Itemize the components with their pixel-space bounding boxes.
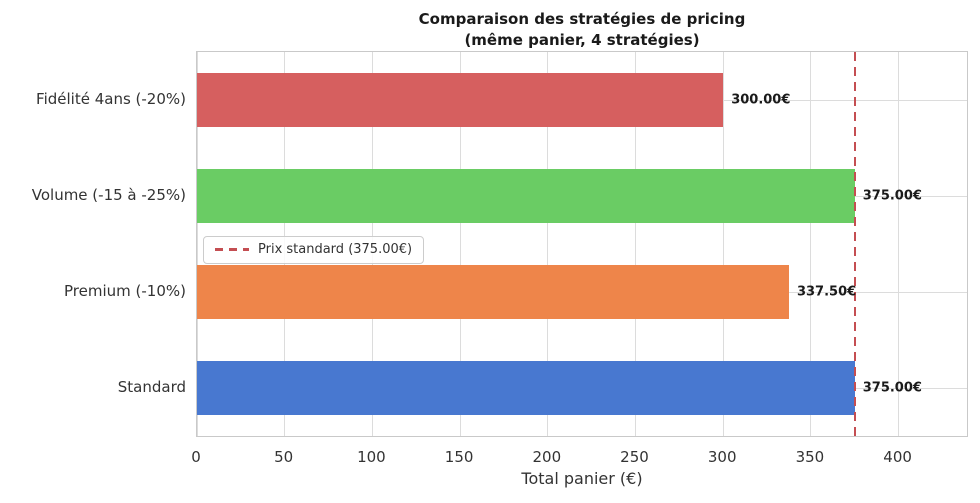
y-tick-label: Premium (-10%): [64, 282, 186, 300]
bar-value-label: 375.00€: [862, 380, 922, 396]
gridline-vertical: [722, 52, 724, 436]
x-tick-label: 150: [444, 448, 474, 466]
bar-value-label: 300.00€: [731, 92, 791, 108]
y-tick-label: Volume (-15 à -25%): [31, 186, 186, 204]
chart-title: Comparaison des stratégies de pricing (m…: [196, 9, 968, 51]
gridline-vertical: [459, 52, 461, 436]
gridline-vertical: [196, 52, 198, 436]
reference-line-prix-standard: [853, 52, 857, 436]
x-tick-label: 400: [883, 448, 912, 466]
bar-premium-10: [197, 265, 789, 319]
legend-label: Prix standard (375.00€): [258, 242, 413, 257]
chart-title-line2: (même panier, 4 stratégies): [464, 31, 700, 49]
x-tick-label: 250: [620, 448, 649, 466]
x-axis-ticks: 0 50 100 150 200 250 300 350 400: [191, 448, 968, 466]
bar-value-label: 337.50€: [796, 284, 857, 300]
gridline-vertical: [810, 52, 812, 436]
bar-volume-15-25: [197, 169, 855, 223]
dashed-reference-line-icon: [215, 248, 249, 251]
x-axis-label: Total panier (€): [521, 469, 643, 488]
y-tick-label: Fidélité 4ans (-20%): [36, 90, 186, 108]
legend: Prix standard (375.00€): [203, 236, 425, 264]
chart-title-line1: Comparaison des stratégies de pricing: [418, 10, 746, 28]
x-tick-label: 0: [191, 448, 201, 466]
gridline-vertical: [634, 52, 636, 436]
x-tick-label: 300: [707, 448, 737, 466]
gridline-vertical: [547, 52, 549, 436]
x-tick-label: 100: [357, 448, 386, 466]
y-tick-label: Standard: [117, 378, 186, 396]
y-axis-labels: Fidélité 4ans (-20%) Volume (-15 à -25%) P…: [0, 51, 186, 437]
gridline-vertical: [898, 52, 900, 436]
x-tick-label: 200: [532, 448, 562, 466]
plot-area: Prix standard (375.00€) 300.00€ 375.00€ 33…: [196, 51, 968, 437]
bar-value-label: 375.00€: [862, 188, 922, 204]
x-tick-label: 50: [274, 448, 294, 466]
bar-standard: [197, 361, 855, 415]
bar-fid-lit-4ans-20: [197, 73, 724, 127]
x-tick-label: 350: [795, 448, 825, 466]
